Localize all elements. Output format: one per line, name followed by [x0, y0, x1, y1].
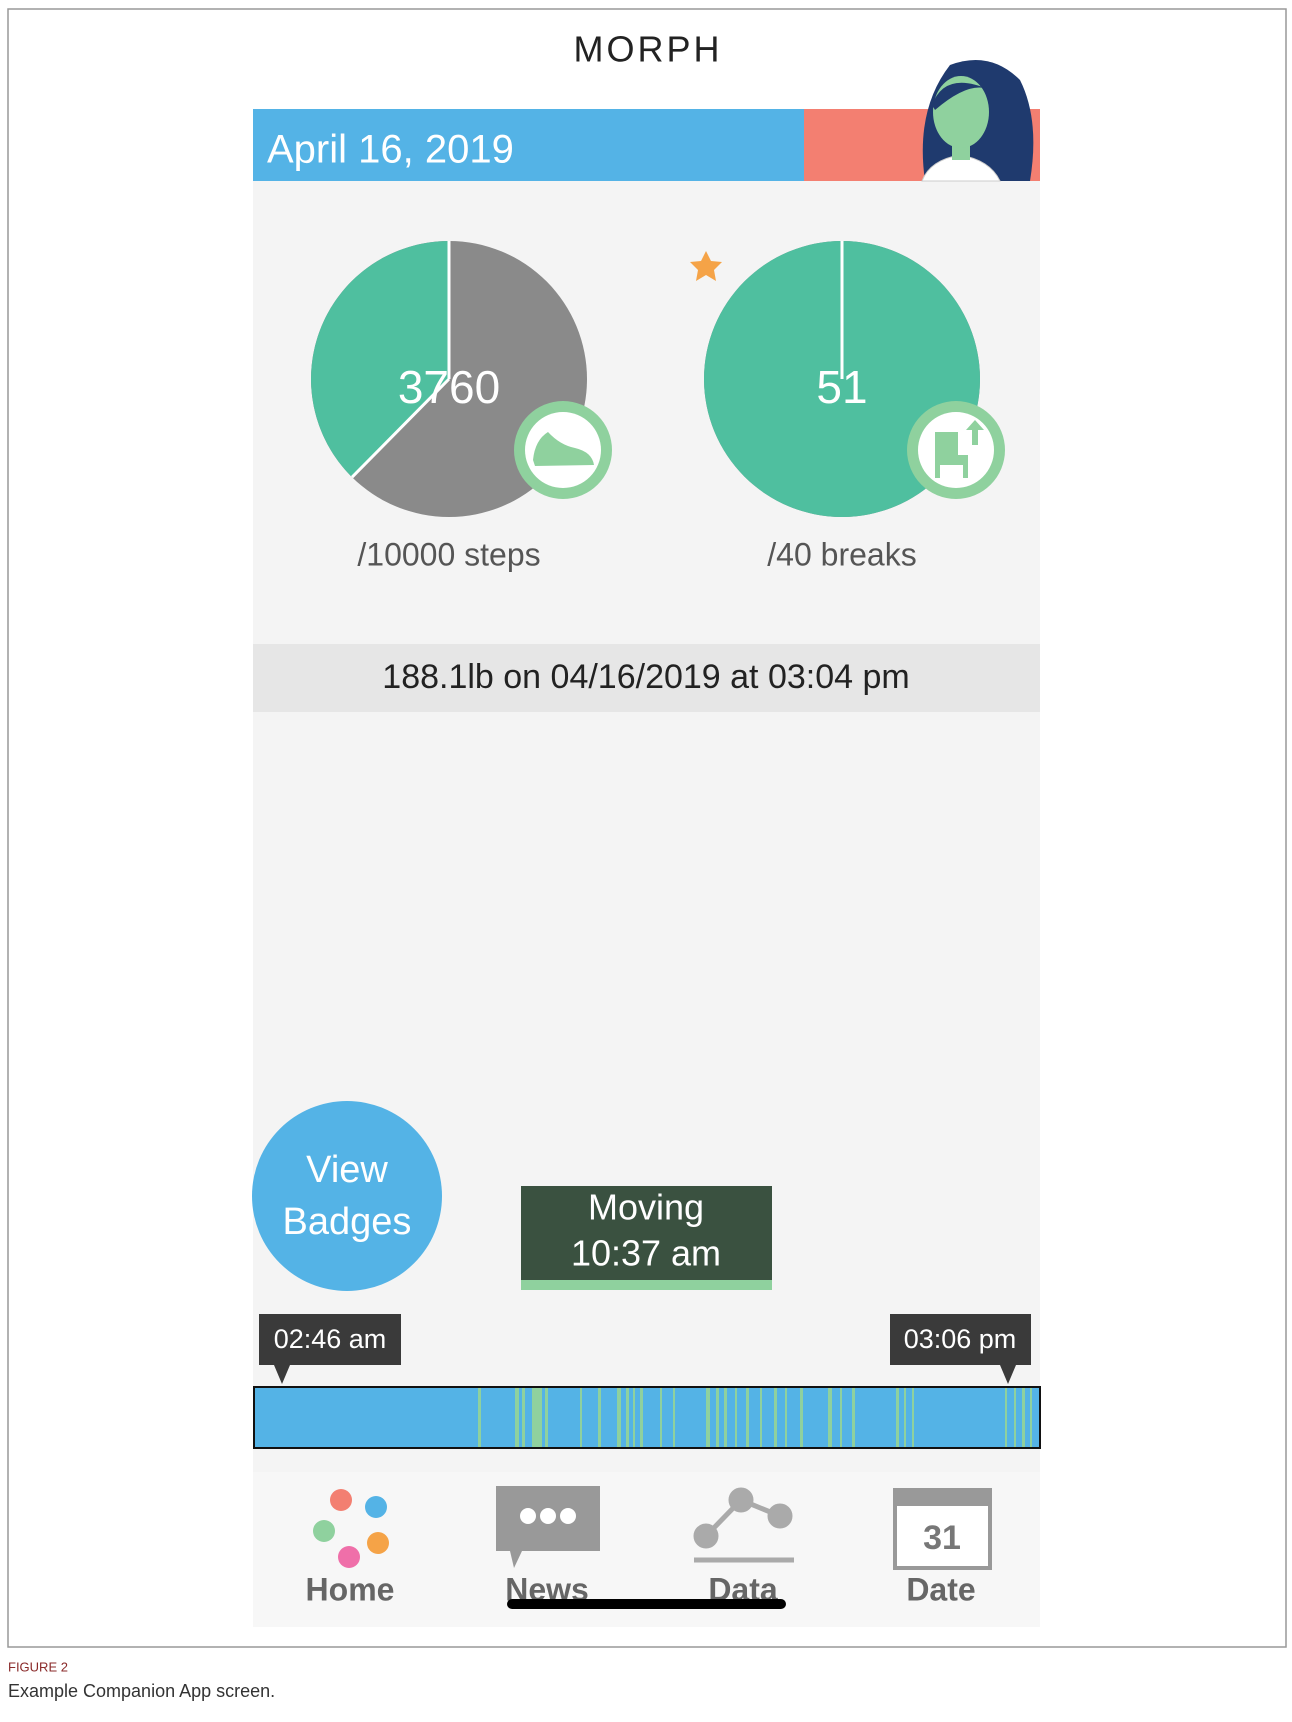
status-strip: [521, 1280, 772, 1290]
badges-circle[interactable]: [252, 1101, 442, 1291]
nav-label[interactable]: Home: [306, 1571, 395, 1607]
timeline-stripe: [1030, 1388, 1032, 1447]
timeline-stripe: [1005, 1388, 1007, 1447]
timeline-stripe: [626, 1388, 629, 1447]
chair-icon: [907, 401, 1005, 499]
timeline-stripe: [785, 1388, 787, 1447]
timeline-stripe: [746, 1388, 749, 1447]
view-badges-button[interactable]: View Badges: [252, 1101, 442, 1291]
timeline-stripe: [828, 1388, 832, 1447]
figure-label: FIGURE 2: [8, 1659, 68, 1674]
badges-label[interactable]: View: [306, 1149, 388, 1191]
timeline-stripe: [904, 1388, 906, 1447]
status-activity: Moving: [588, 1187, 704, 1228]
timeline-stripe: [735, 1388, 737, 1447]
timeline-stripe: [760, 1388, 762, 1447]
activity-timeline: [254, 1387, 1040, 1448]
timeline-stripe: [852, 1388, 855, 1447]
breaks-count: 51: [816, 361, 867, 413]
weight-text: 188.1lb on 04/16/2019 at 03:04 pm: [382, 658, 909, 696]
steps-goal: /10000 steps: [357, 536, 540, 572]
timeline-stripe: [1022, 1388, 1025, 1447]
timeline-stripe: [673, 1388, 675, 1447]
nav-label[interactable]: Date: [906, 1571, 975, 1607]
timeline-start: 02:46 am: [274, 1324, 387, 1354]
calendar-day: 31: [923, 1519, 961, 1557]
figure-caption: Example Companion App screen.: [8, 1681, 275, 1701]
timeline-stripe: [774, 1388, 777, 1447]
timeline-stripe: [912, 1388, 914, 1447]
timeline-stripe: [580, 1388, 582, 1447]
timeline-stripe: [633, 1388, 635, 1447]
steps-count: 3760: [398, 361, 500, 413]
status-time: 10:37 am: [571, 1233, 721, 1274]
timeline-stripe: [716, 1388, 719, 1447]
timeline-stripe: [598, 1388, 601, 1447]
timeline-stripe: [515, 1388, 519, 1447]
logo: MORPH: [574, 29, 723, 70]
date-title: April 16, 2019: [267, 128, 514, 172]
breaks-goal: /40 breaks: [767, 536, 916, 572]
badges-label[interactable]: Badges: [283, 1201, 412, 1243]
timeline-stripe: [545, 1388, 548, 1447]
timeline-stripe: [640, 1388, 643, 1447]
timeline-stripe: [724, 1388, 727, 1447]
timeline-stripe: [896, 1388, 899, 1447]
timeline-stripe: [617, 1388, 621, 1447]
page: FIGURE 2 Example Companion App screen. M…: [0, 0, 1292, 1717]
timeline-stripe: [660, 1388, 662, 1447]
timeline-stripe: [800, 1388, 803, 1447]
timeline-stripe: [522, 1388, 525, 1447]
timeline-stripe: [478, 1388, 481, 1447]
timeline-stripe: [1014, 1388, 1016, 1447]
timeline-end: 03:06 pm: [904, 1324, 1017, 1354]
timeline-stripe: [706, 1388, 710, 1447]
timeline-stripe: [532, 1388, 542, 1447]
shoe-icon: [514, 401, 612, 499]
home-indicator: [507, 1599, 786, 1609]
timeline-stripe: [840, 1388, 842, 1447]
calendar-icon[interactable]: 31: [895, 1490, 990, 1568]
